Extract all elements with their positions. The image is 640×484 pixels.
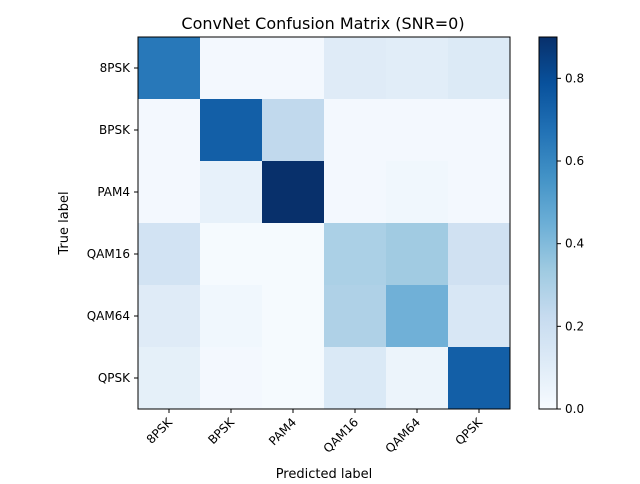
heatmap-cell [324,223,387,286]
heatmap-cell [138,223,201,286]
y-tick-label: QPSK [98,371,131,385]
heatmap-cell [448,99,511,162]
heatmap-cell [448,161,511,224]
heatmap-cell [386,99,449,162]
heatmap-cell [262,161,325,224]
heatmap-cell [324,161,387,224]
y-tick-label: 8PSK [100,61,131,75]
x-tick-label: QPSK [452,414,485,447]
x-tick-label: BPSK [205,414,238,447]
heatmap-cell [448,223,511,286]
heatmap-cell [262,223,325,286]
y-tick-label: PAM4 [97,185,130,199]
x-tick-label: PAM4 [266,415,299,448]
y-tick-label: BPSK [99,123,131,137]
heatmap-cell [262,37,325,100]
heatmap-cell [138,347,201,410]
x-axis-label: Predicted label [276,467,373,480]
x-tick-label: QAM64 [383,415,424,456]
heatmap-cells [138,37,511,410]
heatmap-cell [200,161,263,224]
x-axis-ticks: 8PSK BPSK PAM4 QAM16 QAM64 QPSK [144,409,486,456]
colorbar-tick-label: 0.4 [565,237,584,251]
colorbar [538,36,558,410]
chart-title: ConvNet Confusion Matrix (SNR=0) [181,14,464,33]
y-axis-ticks: 8PSK BPSK PAM4 QAM16 QAM64 QPSK [87,61,138,385]
plot-frame [137,36,511,410]
heatmap-cell [262,347,325,410]
heatmap-cell [448,37,511,100]
heatmap-cell [324,37,387,100]
heatmap-cell [324,347,387,410]
heatmap-cell [138,99,201,162]
heatmap-cell [448,347,511,410]
colorbar-tick-label: 0.2 [565,319,584,333]
heatmap-cell [200,37,263,100]
heatmap-cell [200,223,263,286]
heatmap-cell [386,347,449,410]
colorbar-ticks: 0.0 0.2 0.4 0.6 0.8 [557,71,584,416]
y-axis-label: True label [57,191,72,255]
heatmap-cell [386,37,449,100]
x-tick-label: QAM16 [321,415,362,456]
heatmap-cell [138,161,201,224]
y-tick-label: QAM16 [87,247,130,261]
heatmap-cell [386,285,449,348]
heatmap-cell [386,161,449,224]
heatmap-cell [262,285,325,348]
heatmap-cell [262,99,325,162]
y-tick-label: QAM64 [87,309,130,323]
colorbar-tick-label: 0.0 [565,402,584,416]
heatmap-cell [324,285,387,348]
heatmap-cell [386,223,449,286]
heatmap-cell [200,347,263,410]
heatmap-cell [138,37,201,100]
heatmap-cell [448,285,511,348]
heatmap-cell [200,285,263,348]
heatmap-cell [324,99,387,162]
heatmap-cell [138,285,201,348]
colorbar-tick-label: 0.8 [565,71,584,85]
colorbar-tick-label: 0.6 [565,154,584,168]
x-tick-label: 8PSK [144,414,176,446]
heatmap-cell [200,99,263,162]
